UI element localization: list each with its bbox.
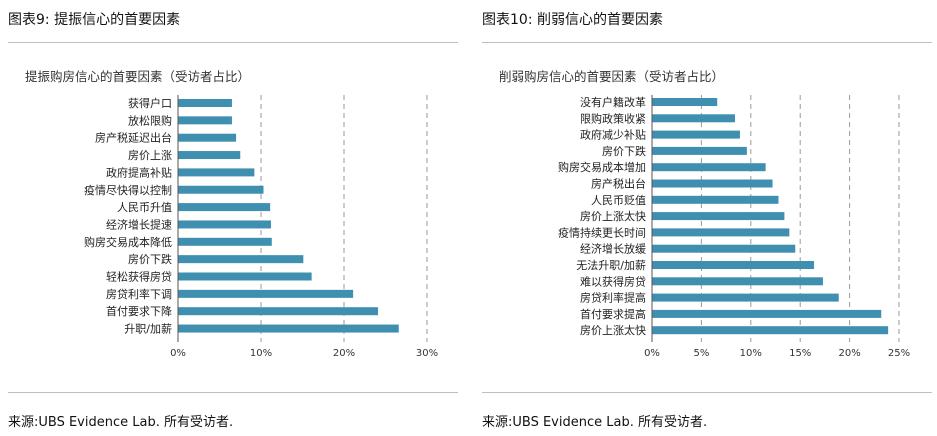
category-label: 房贷利率提高 bbox=[580, 291, 646, 305]
category-label: 疫情持续更长时间 bbox=[558, 225, 646, 239]
bar bbox=[652, 212, 785, 221]
x-tick-label: 10% bbox=[250, 348, 272, 359]
bottom-divider bbox=[482, 392, 932, 393]
figure-title: 图表10: 削弱信心的首要因素 bbox=[482, 12, 663, 28]
category-label: 房价下跌 bbox=[602, 144, 646, 158]
x-tick-label: 5% bbox=[693, 348, 709, 359]
x-tick-label: 15% bbox=[789, 348, 811, 359]
bar bbox=[652, 326, 889, 335]
bar bbox=[178, 307, 379, 316]
top-divider bbox=[8, 42, 458, 43]
category-label: 获得户口 bbox=[128, 96, 172, 110]
source-note: 来源:UBS Evidence Lab. 所有受访者. bbox=[8, 415, 234, 430]
bar bbox=[178, 203, 271, 212]
category-label: 首付要求下降 bbox=[106, 304, 172, 318]
bar bbox=[652, 309, 882, 318]
bar bbox=[178, 116, 232, 125]
figure-title: 图表9: 提振信心的首要因素 bbox=[8, 12, 181, 28]
category-label: 经济增长提速 bbox=[106, 217, 172, 231]
category-label: 疫情尽快得以控制 bbox=[84, 183, 172, 197]
x-tick-label: 20% bbox=[333, 348, 355, 359]
bottom-divider bbox=[8, 392, 458, 393]
category-label: 人民币贬值 bbox=[591, 194, 646, 207]
bar-chart: 没有户籍改革限购政策收紧政府减少补贴房价下跌购房交易成本增加房产税出台人民币贬值… bbox=[558, 95, 910, 359]
bar bbox=[652, 114, 735, 123]
category-label: 购房交易成本增加 bbox=[558, 160, 646, 174]
bar bbox=[652, 146, 747, 155]
x-tick-label: 30% bbox=[416, 348, 438, 359]
category-label: 房价下跌 bbox=[128, 252, 172, 266]
x-tick-label: 20% bbox=[838, 348, 860, 359]
category-label: 轻松获得房贷 bbox=[106, 270, 172, 284]
category-label: 房价上涨太快 bbox=[580, 324, 646, 337]
bar bbox=[652, 98, 718, 106]
category-label: 政府减少补贴 bbox=[580, 128, 646, 142]
category-label: 限购政策收紧 bbox=[580, 111, 646, 125]
category-label: 购房交易成本降低 bbox=[84, 235, 172, 249]
bar bbox=[178, 289, 354, 298]
x-tick-label: 10% bbox=[740, 348, 762, 359]
category-label: 房价上涨 bbox=[128, 149, 172, 162]
bar bbox=[178, 133, 237, 142]
x-tick-label: 0% bbox=[170, 348, 186, 359]
bar bbox=[652, 163, 766, 172]
bar bbox=[178, 324, 399, 333]
x-tick-label: 0% bbox=[644, 348, 660, 359]
chart-title: 削弱购房信心的首要因素（受访者占比） bbox=[499, 69, 725, 84]
bar bbox=[652, 195, 779, 204]
category-label: 放松限购 bbox=[128, 113, 172, 127]
bar bbox=[652, 244, 796, 253]
top-divider bbox=[482, 42, 932, 43]
category-label: 房贷利率下调 bbox=[106, 287, 172, 301]
category-label: 房产税延迟出台 bbox=[95, 131, 172, 145]
bar bbox=[652, 228, 790, 237]
bar bbox=[652, 293, 839, 302]
category-label: 首付要求提高 bbox=[580, 307, 646, 321]
bar bbox=[178, 255, 304, 264]
category-label: 人民币升值 bbox=[117, 201, 172, 214]
x-tick-label: 25% bbox=[888, 348, 910, 359]
category-label: 房价上涨太快 bbox=[580, 210, 646, 223]
bar bbox=[652, 179, 773, 188]
category-label: 政府提高补贴 bbox=[106, 165, 172, 179]
bar bbox=[178, 151, 241, 160]
bar bbox=[178, 99, 232, 107]
bar bbox=[178, 272, 312, 281]
category-label: 房产税出台 bbox=[591, 177, 646, 191]
category-label: 难以获得房贷 bbox=[580, 274, 646, 288]
source-note: 来源:UBS Evidence Lab. 所有受访者. bbox=[482, 415, 708, 430]
category-label: 经济增长放缓 bbox=[580, 242, 646, 256]
figure-9-panel: 图表9: 提振信心的首要因素 提振购房信心的首要因素（受访者占比） 获得户口放松… bbox=[8, 0, 460, 436]
category-label: 升职/加薪 bbox=[124, 323, 172, 336]
bar bbox=[178, 220, 271, 229]
bar bbox=[178, 185, 264, 194]
bar bbox=[652, 277, 823, 286]
bar bbox=[652, 261, 815, 269]
category-label: 没有户籍改革 bbox=[580, 95, 646, 109]
figure-10-panel: 图表10: 削弱信心的首要因素 削弱购房信心的首要因素（受访者占比） 没有户籍改… bbox=[482, 0, 934, 436]
category-label: 无法升职/加薪 bbox=[576, 258, 646, 272]
bar bbox=[652, 130, 740, 139]
bar bbox=[178, 168, 255, 177]
chart-title: 提振购房信心的首要因素（受访者占比） bbox=[25, 69, 251, 84]
bar-chart: 获得户口放松限购房产税延迟出台房价上涨政府提高补贴疫情尽快得以控制人民币升值经济… bbox=[84, 95, 438, 359]
bar bbox=[178, 237, 272, 246]
